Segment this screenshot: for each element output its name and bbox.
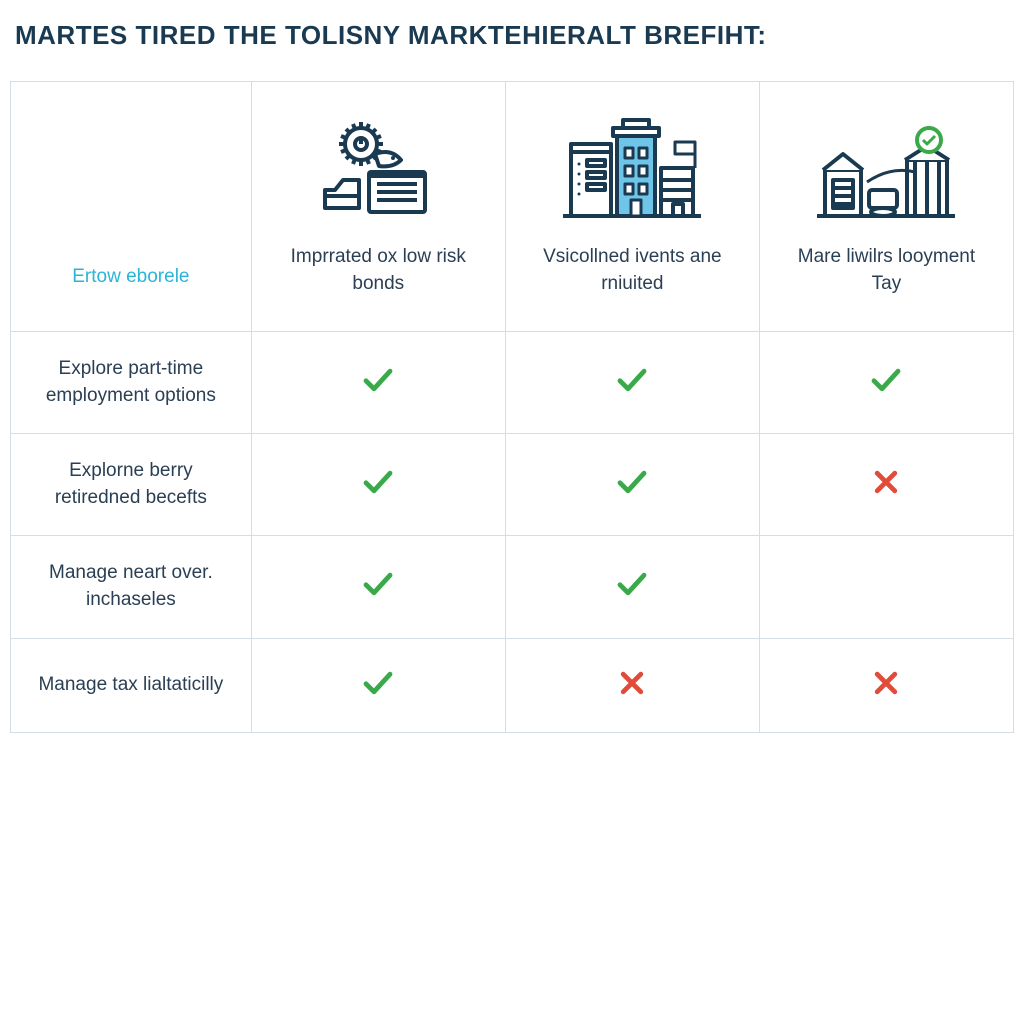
- check-icon: [358, 564, 398, 604]
- column-label: Imprrated ox low risk bonds: [288, 244, 468, 297]
- warehouse-check-icon: [811, 122, 961, 222]
- header-row: Ertow eborele: [11, 82, 1014, 332]
- cross-icon: [866, 462, 906, 502]
- row-label: Manage neart over. inchaseles: [11, 536, 252, 638]
- check-icon: [612, 360, 652, 400]
- cell-check: [251, 332, 505, 434]
- check-icon: [358, 462, 398, 502]
- column-label: Mare liwilrs looyment Tay: [796, 244, 976, 297]
- table-row: Manage neart over. inchaseles: [11, 536, 1014, 638]
- cross-icon: [866, 663, 906, 703]
- gear-bonds-icon: [313, 112, 443, 222]
- row-label: Manage tax lialtaticilly: [11, 638, 252, 732]
- cell-check: [759, 332, 1013, 434]
- cell-check: [505, 536, 759, 638]
- cell-empty: [759, 536, 1013, 638]
- cell-cross: [759, 434, 1013, 536]
- check-icon: [612, 564, 652, 604]
- cell-check: [251, 536, 505, 638]
- table-row: Manage tax lialtaticilly: [11, 638, 1014, 732]
- column-label: Vsicollned ivents ane rniuited: [542, 244, 722, 297]
- check-icon: [358, 360, 398, 400]
- row-label: Explorne berry retiredned becefts: [11, 434, 252, 536]
- check-icon: [612, 462, 652, 502]
- comparison-table: Ertow eborele: [10, 81, 1014, 733]
- check-icon: [358, 663, 398, 703]
- column-header-2: Mare liwilrs looyment Tay: [759, 82, 1013, 332]
- cell-cross: [759, 638, 1013, 732]
- buildings-icon: [557, 112, 707, 222]
- row-header-label: Ertow eborele: [11, 82, 252, 332]
- column-header-1: Vsicollned ivents ane rniuited: [505, 82, 759, 332]
- column-header-0: Imprrated ox low risk bonds: [251, 82, 505, 332]
- check-icon: [866, 360, 906, 400]
- table-row: Explorne berry retiredned becefts: [11, 434, 1014, 536]
- cell-check: [251, 434, 505, 536]
- cell-check: [505, 434, 759, 536]
- cross-icon: [612, 663, 652, 703]
- cell-check: [251, 638, 505, 732]
- cell-cross: [505, 638, 759, 732]
- row-label: Explore part-time employment options: [11, 332, 252, 434]
- page-title: MARTES TIRED THE TOLISNY MARKTEHIERALT B…: [10, 20, 1014, 51]
- table-row: Explore part-time employment options: [11, 332, 1014, 434]
- cell-check: [505, 332, 759, 434]
